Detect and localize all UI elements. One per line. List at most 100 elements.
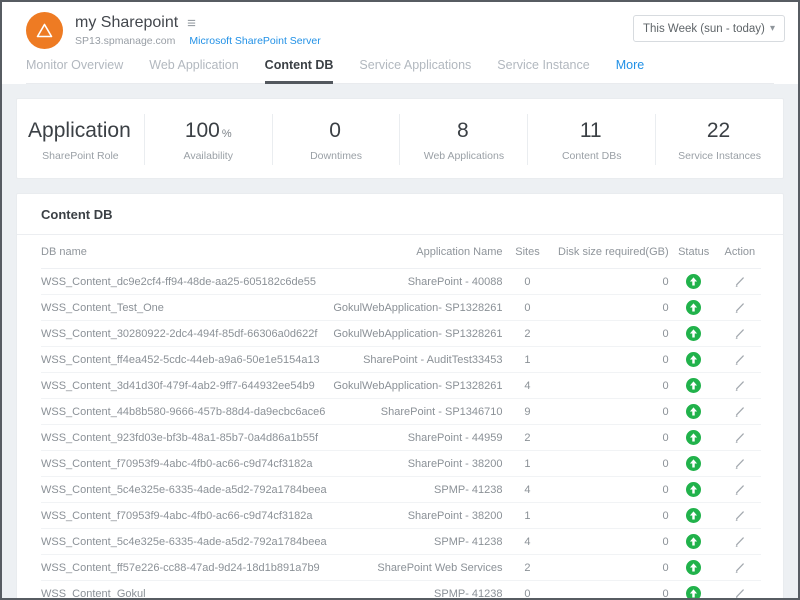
table-row: WSS_Content_Gokul SPMP- 41238 0 0: [41, 581, 761, 600]
column-status: Status: [668, 235, 719, 269]
edit-icon[interactable]: [733, 353, 746, 366]
disk-size-cell: 0: [552, 528, 669, 555]
disk-size-cell: 0: [552, 554, 669, 581]
sites-cell: 2: [502, 320, 553, 347]
edit-icon[interactable]: [733, 561, 746, 574]
tab-monitor-overview[interactable]: Monitor Overview: [26, 58, 124, 72]
edit-icon[interactable]: [733, 509, 746, 522]
edit-icon[interactable]: [733, 405, 746, 418]
edit-icon[interactable]: [733, 483, 746, 496]
sites-cell: 1: [502, 502, 553, 529]
application-name-cell: SharePoint - 38200: [326, 502, 503, 529]
application-name-cell: SharePoint Web Services: [326, 554, 503, 581]
column-sites: Sites: [502, 235, 553, 269]
stat-content-dbs: 11 Content DBs: [527, 114, 655, 165]
status-up-icon: [686, 352, 702, 367]
tab-service-applications[interactable]: Service Applications: [359, 58, 472, 72]
table-row: WSS_Content_ff4ea452-5cdc-44eb-a9a6-50e1…: [41, 346, 761, 373]
tab-service-instance[interactable]: Service Instance: [497, 58, 590, 72]
status-cell: [668, 294, 719, 321]
sites-cell: 2: [502, 554, 553, 581]
stat-label: Web Applications: [423, 150, 505, 162]
table-row: WSS_Content_923fd03e-bf3b-48a1-85b7-0a4d…: [41, 424, 761, 451]
db-name-cell: WSS_Content_44b8b580-9666-457b-88d4-da9e…: [41, 398, 327, 425]
summary-stats-card: Application SharePoint Role 100% Availab…: [16, 98, 784, 179]
action-cell: [718, 294, 761, 321]
application-name-cell: GokulWebApplication- SP1328261: [326, 372, 503, 399]
stat-value: 0: [329, 119, 341, 142]
sites-cell: 0: [524, 587, 531, 600]
status-cell: [668, 268, 719, 295]
sites-cell: 1: [502, 346, 553, 373]
stat-value: 22: [706, 119, 731, 142]
stat-sharepoint-role: Application SharePoint Role: [17, 114, 144, 165]
stat-value: 100: [184, 119, 220, 142]
stat-label: Downtimes: [310, 150, 363, 162]
time-range-dropdown[interactable]: This Week (sun - today) ▾: [633, 15, 785, 42]
stat-availability: 100% Availability: [143, 114, 272, 165]
table-row: WSS_Content_44b8b580-9666-457b-88d4-da9e…: [41, 398, 761, 425]
status-cell: [668, 476, 719, 503]
status-up-icon: [686, 560, 702, 575]
content-db-table-body: WSS_Content_dc9e2cf4-ff94-48de-aa25-6051…: [41, 268, 761, 600]
tab-web-application[interactable]: Web Application: [149, 58, 239, 72]
edit-icon[interactable]: [733, 587, 746, 598]
page-title: my Sharepoint: [75, 14, 179, 31]
disk-size-cell: 0: [552, 450, 669, 477]
sites-cell: 0: [502, 268, 553, 295]
table-row: WSS_Content_5c4e325e-6335-4ade-a5d2-792a…: [41, 476, 761, 503]
brand-row: my Sharepoint ≡ SP13.spmanage.com Microso…: [26, 12, 774, 49]
edit-icon[interactable]: [733, 275, 746, 288]
stat-service-instances: 22 Service Instances: [655, 114, 783, 165]
edit-icon[interactable]: [733, 301, 746, 314]
sites-cell: 4: [502, 528, 553, 555]
status-up-icon: [686, 430, 702, 445]
application-name-cell: SharePoint - AuditTest33453: [326, 346, 503, 373]
status-cell: [668, 398, 719, 425]
warning-triangle-icon: [36, 23, 53, 38]
stat-downtimes: 0 Downtimes: [271, 114, 400, 165]
edit-icon[interactable]: [733, 379, 746, 392]
db-name-cell: WSS_Content_5c4e325e-6335-4ade-a5d2-792a…: [41, 528, 327, 555]
edit-icon[interactable]: [733, 431, 746, 444]
monitor-type-link[interactable]: Microsoft SharePoint Server: [189, 35, 321, 47]
action-cell: [718, 424, 761, 451]
status-cell: [668, 424, 719, 451]
tab-more[interactable]: More: [615, 58, 645, 72]
stat-value: Application: [28, 119, 131, 142]
stat-label: Content DBs: [561, 150, 622, 162]
edit-icon[interactable]: [733, 327, 746, 340]
menu-icon[interactable]: ≡: [187, 14, 196, 32]
stat-label: SharePoint Role: [42, 150, 119, 162]
db-name-cell: WSS_Content_Gokul: [41, 587, 146, 600]
page-body: Application SharePoint Role 100% Availab…: [2, 84, 798, 600]
edit-icon[interactable]: [733, 535, 746, 548]
top-bar: my Sharepoint ≡ SP13.spmanage.com Microso…: [2, 2, 798, 84]
column-action: Action: [718, 235, 761, 269]
status-up-icon: [686, 404, 702, 419]
db-name-cell: WSS_Content_5c4e325e-6335-4ade-a5d2-792a…: [41, 476, 327, 503]
section-title: Content DB: [17, 194, 783, 235]
application-name-cell: SharePoint - 44959: [326, 424, 503, 451]
stat-value: 8: [457, 119, 469, 142]
status-up-icon: [686, 300, 702, 315]
status-up-icon: [686, 326, 702, 341]
sites-cell: 2: [502, 424, 553, 451]
action-cell: [719, 581, 761, 598]
action-cell: [718, 372, 761, 399]
action-cell: [718, 398, 761, 425]
db-name-cell: WSS_Content_ff57e226-cc88-47ad-9d24-18d1…: [41, 554, 327, 581]
db-name-cell: WSS_Content_f70953f9-4abc-4fb0-ac66-c9d7…: [41, 502, 327, 529]
stat-label: Availability: [183, 150, 233, 162]
content-db-table: DB name Application Name Sites Disk size…: [41, 235, 761, 600]
sites-cell: 1: [502, 450, 553, 477]
table-row: WSS_Content_5c4e325e-6335-4ade-a5d2-792a…: [41, 528, 761, 555]
edit-icon[interactable]: [733, 457, 746, 470]
sites-cell: 0: [502, 294, 553, 321]
status-cell: [668, 320, 719, 347]
status-cell: [668, 346, 719, 373]
monitor-status-icon: [26, 12, 63, 49]
tab-content-db[interactable]: Content DB: [264, 58, 334, 84]
status-up-icon: [686, 586, 702, 598]
